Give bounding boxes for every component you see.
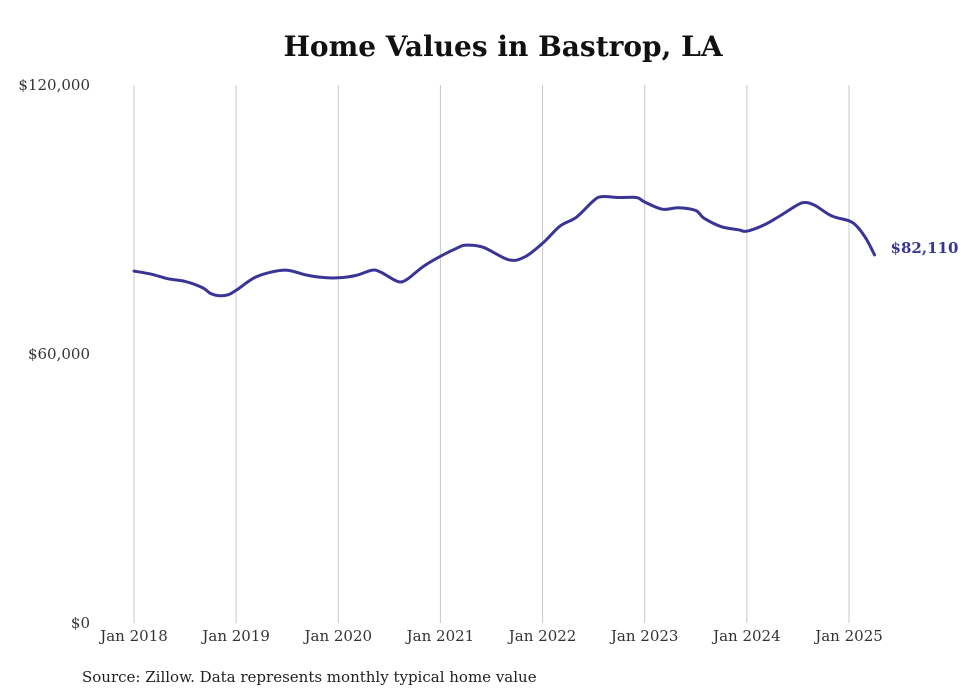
x-tick-label: Jan 2021 bbox=[405, 627, 475, 645]
x-axis-ticks: Jan 2018 Jan 2019 Jan 2020 Jan 2021 Jan 2022… bbox=[98, 627, 883, 645]
series-layer: $82,110 bbox=[132, 194, 959, 298]
source-note: Source: Zillow. Data represents monthly … bbox=[82, 668, 537, 686]
x-tick-label: Jan 2019 bbox=[200, 627, 270, 645]
x-tick-label: Jan 2025 bbox=[813, 627, 883, 645]
x-tick-label: Jan 2023 bbox=[609, 627, 679, 645]
grid-lines bbox=[133, 85, 850, 623]
x-tick-label: Jan 2020 bbox=[303, 627, 373, 645]
chart-title: Home Values in Bastrop, LA bbox=[283, 30, 723, 63]
x-tick-label: Jan 2024 bbox=[711, 627, 781, 645]
y-tick-label: $120,000 bbox=[18, 76, 90, 94]
y-axis-ticks: $0 $60,000 $120,000 bbox=[18, 76, 90, 632]
x-tick-label: Jan 2018 bbox=[98, 627, 168, 645]
series-line bbox=[132, 194, 876, 298]
y-tick-label: $0 bbox=[71, 614, 90, 632]
y-tick-label: $60,000 bbox=[28, 345, 90, 363]
last-value-label: $82,110 bbox=[891, 239, 959, 257]
x-tick-label: Jan 2022 bbox=[507, 627, 577, 645]
